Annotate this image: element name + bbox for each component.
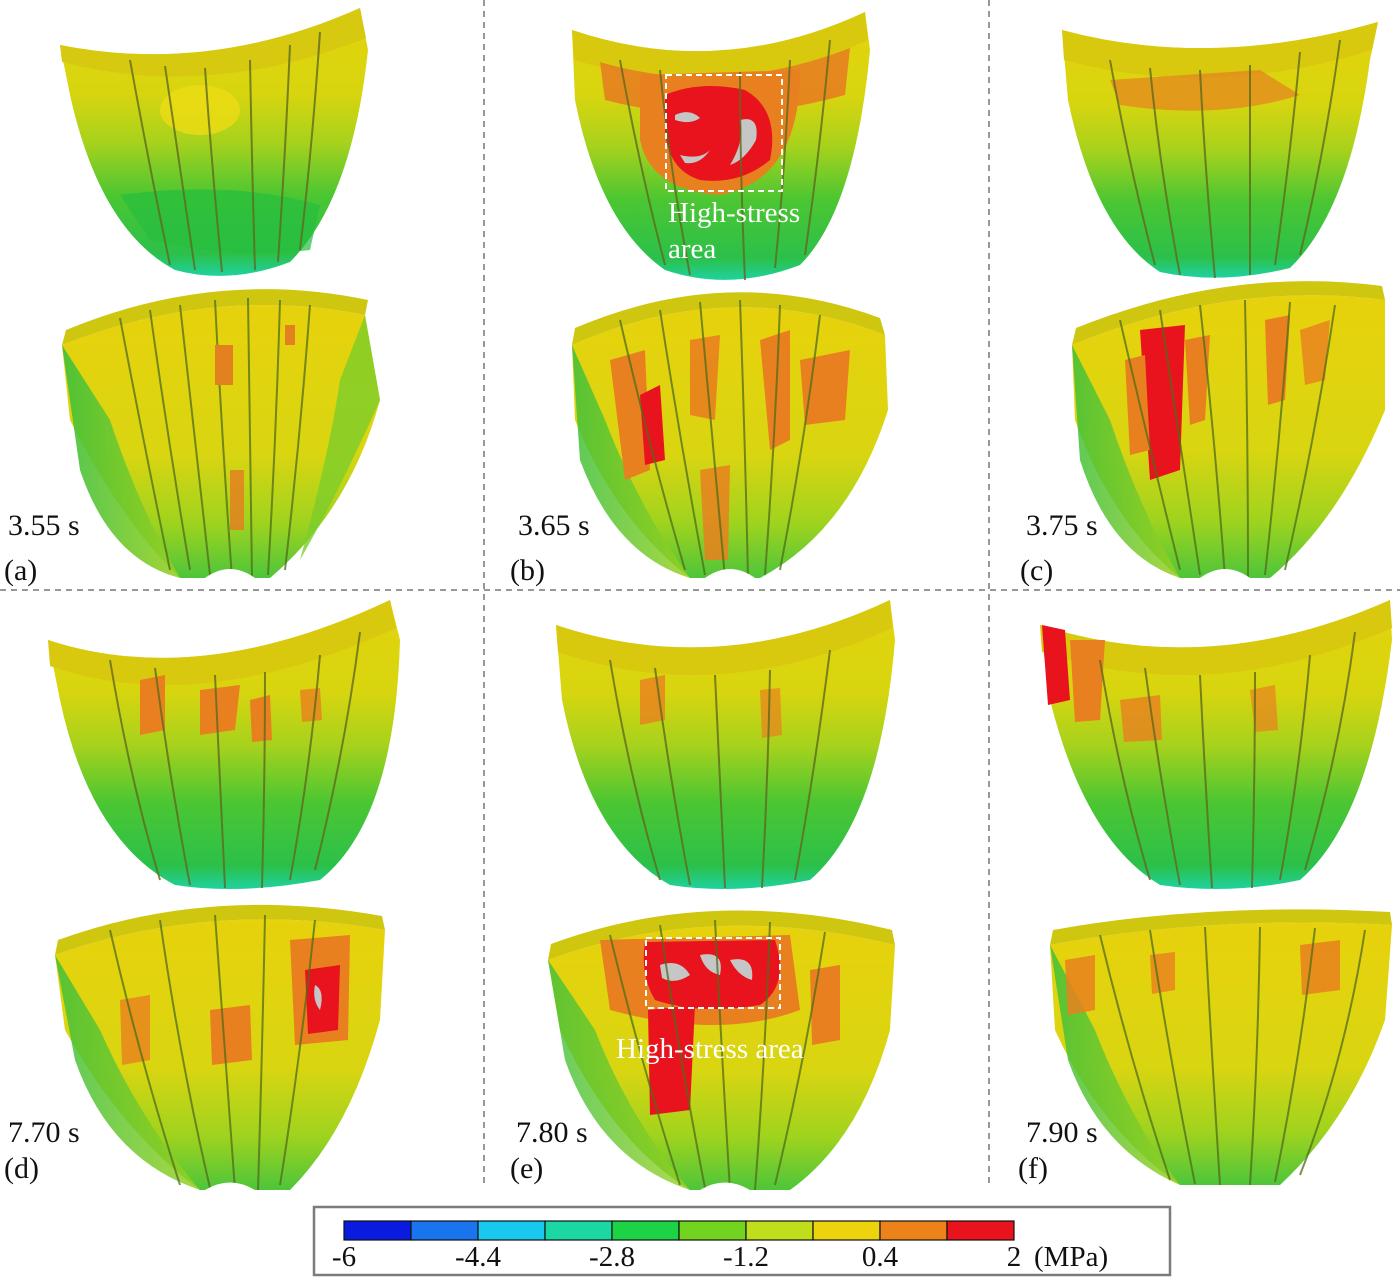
panel-d-top-view: [48, 600, 400, 889]
colorbar-swatch: [343, 1220, 412, 1241]
colorbar-tick: 2: [1007, 1241, 1022, 1273]
panel-f: 7.90 s (f): [1018, 600, 1392, 1186]
panel-b-time: 3.65 s: [518, 509, 590, 542]
colorbar-swatch: [946, 1220, 1015, 1241]
colorbar-tick: -6: [332, 1241, 356, 1273]
panel-d-bottom-view: [55, 904, 385, 1191]
panel-b-bottom-view: [572, 292, 888, 579]
panel-d: 7.70 s (d): [4, 600, 400, 1191]
panel-f-time: 7.90 s: [1026, 1116, 1098, 1149]
panel-a-top-view: [60, 8, 368, 276]
colorbar-tick: 0.4: [862, 1241, 899, 1273]
colorbar-swatch: [410, 1220, 479, 1241]
panel-c-bottom-view: [1072, 281, 1385, 579]
colorbar-unit: (MPa): [1034, 1241, 1108, 1273]
panel-c-time: 3.75 s: [1026, 509, 1098, 542]
colorbar-swatch: [477, 1220, 546, 1241]
panel-c-top-view: [1062, 22, 1378, 279]
panel-e-bottom-view: [548, 910, 895, 1191]
colorbar-legend: -6 -4.4 -2.8 -1.2 0.4 2 (MPa): [312, 1205, 1172, 1277]
panel-a: 3.55 s (a): [4, 8, 380, 587]
panel-a-label: (a): [4, 554, 37, 587]
panel-b-annotation-line1: High-stress: [668, 197, 800, 229]
panel-b-top-view: [572, 12, 870, 281]
panel-f-bottom-view: [1050, 909, 1392, 1186]
panel-b-highlight-box: [665, 74, 783, 192]
panel-c: 3.75 s (c): [1020, 22, 1385, 587]
panel-f-top-view: [1040, 600, 1392, 889]
panel-b: High-stress area 3.65 s (b): [510, 12, 888, 587]
panel-e-highlight-box: [645, 937, 781, 1009]
colorbar-frame: [312, 1205, 1172, 1277]
colorbar-ticks: -6 -4.4 -2.8 -1.2 0.4 2: [332, 1241, 1021, 1273]
colorbar-swatch: [544, 1220, 613, 1241]
panel-e: High-stress area 7.80 s (e): [510, 600, 895, 1191]
colorbar-swatch: [678, 1220, 747, 1241]
colorbar-tick: -1.2: [723, 1241, 769, 1273]
panel-b-label: (b): [510, 554, 545, 587]
panel-e-top-view: [556, 600, 895, 889]
colorbar-swatch: [879, 1220, 948, 1241]
panel-e-time: 7.80 s: [516, 1116, 588, 1149]
colorbar-swatches: [343, 1220, 1015, 1241]
colorbar-tick: -2.8: [589, 1241, 635, 1273]
panel-d-time: 7.70 s: [8, 1116, 80, 1149]
grid-separators: [0, 0, 1400, 1188]
panel-a-time: 3.55 s: [8, 509, 80, 542]
colorbar-swatch: [812, 1220, 881, 1241]
panel-b-annotation-line2: area: [668, 233, 716, 265]
panel-d-label: (d): [4, 1152, 39, 1185]
panel-a-bottom-view: [62, 289, 380, 579]
colorbar-swatch: [745, 1220, 814, 1241]
colorbar-swatch: [611, 1220, 680, 1241]
panel-c-label: (c): [1020, 554, 1053, 587]
panel-f-label: (f): [1018, 1152, 1048, 1185]
colorbar-tick: -4.4: [455, 1241, 501, 1273]
panel-e-annotation: High-stress area: [616, 1033, 804, 1065]
panel-e-label: (e): [510, 1152, 543, 1185]
